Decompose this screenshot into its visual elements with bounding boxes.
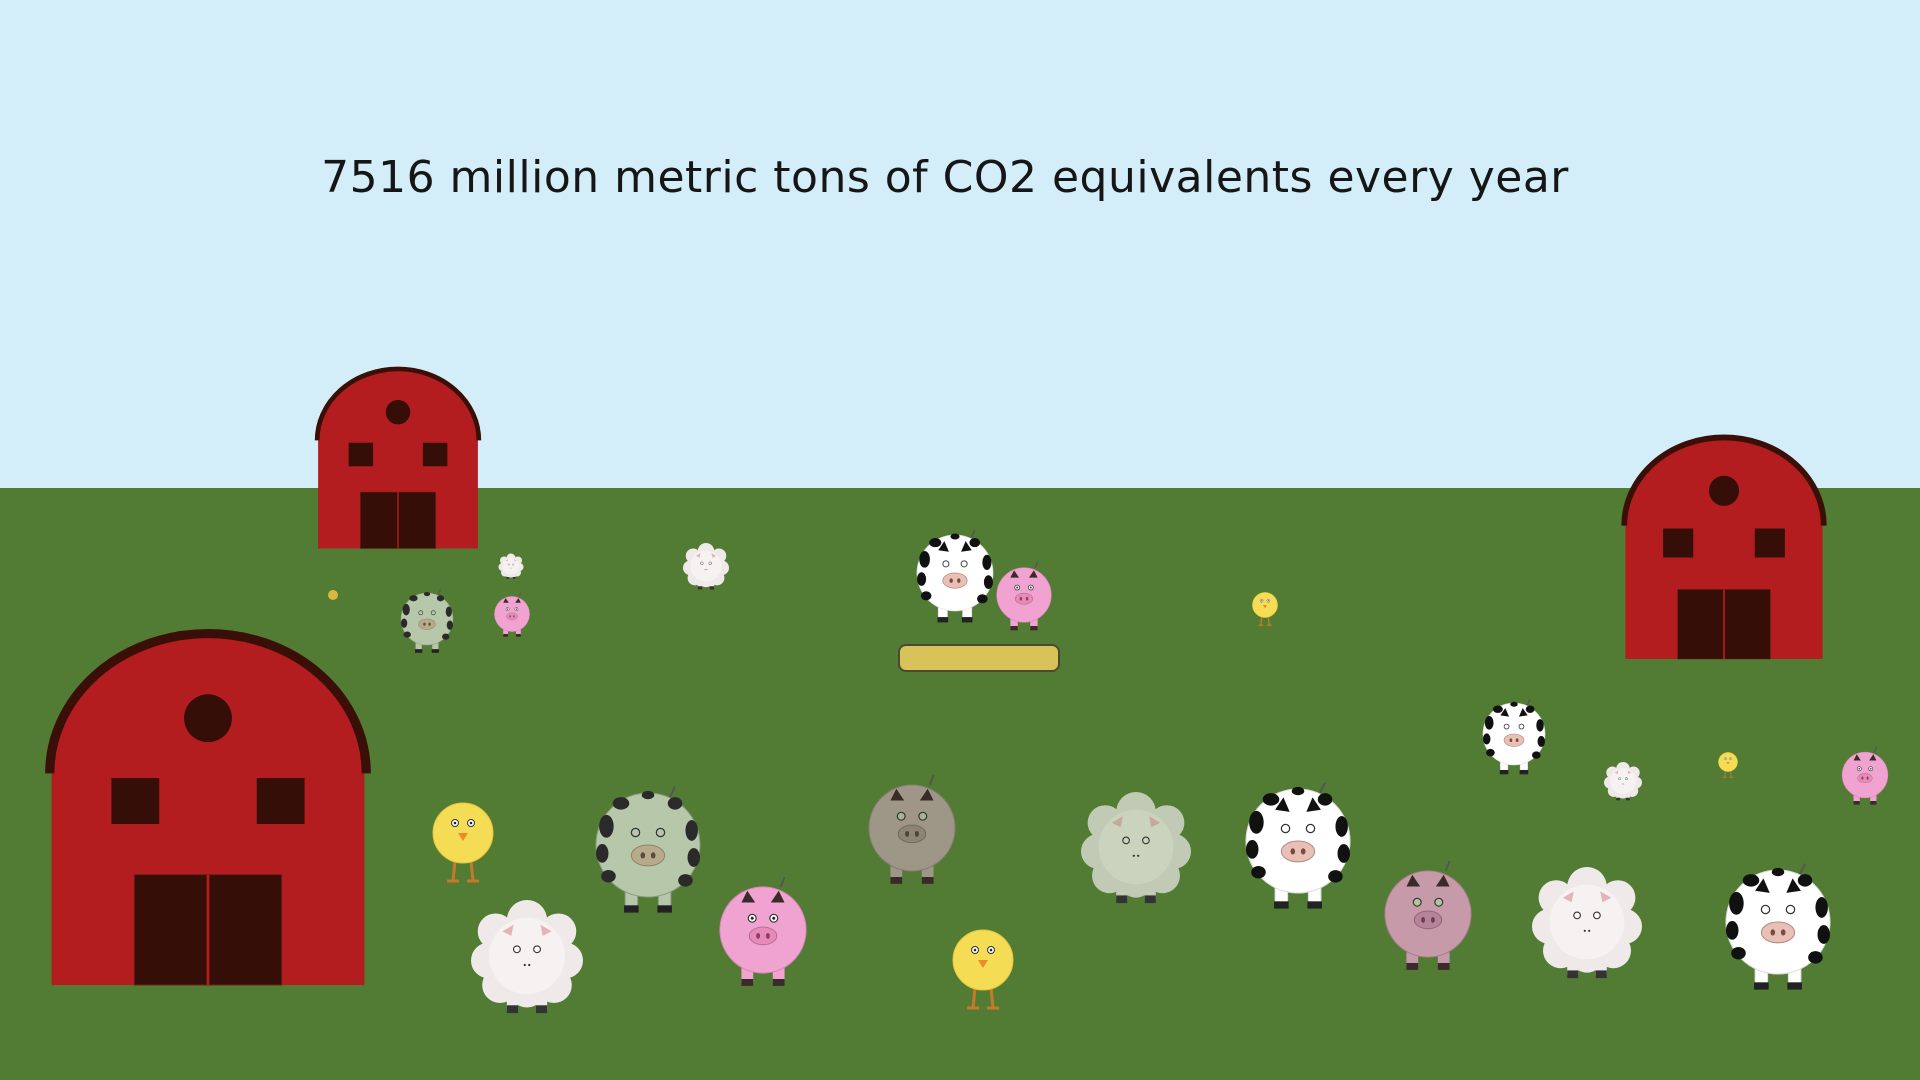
sheep-small	[682, 542, 730, 590]
barn-large-left	[50, 634, 366, 985]
sheep	[470, 899, 584, 1014]
emissions-headline: 7516 million metric tons of CO2 equivale…	[321, 152, 1569, 203]
chick-tiny	[328, 590, 338, 600]
sheep-small	[498, 553, 524, 579]
sick-sheep	[1080, 791, 1192, 904]
barn-small-right	[1624, 437, 1824, 659]
barn-small-left	[317, 369, 479, 549]
sheep	[1531, 866, 1643, 979]
sheep-small	[1603, 761, 1643, 801]
yellow-feed-trough	[898, 644, 1060, 672]
sky	[0, 0, 1920, 488]
